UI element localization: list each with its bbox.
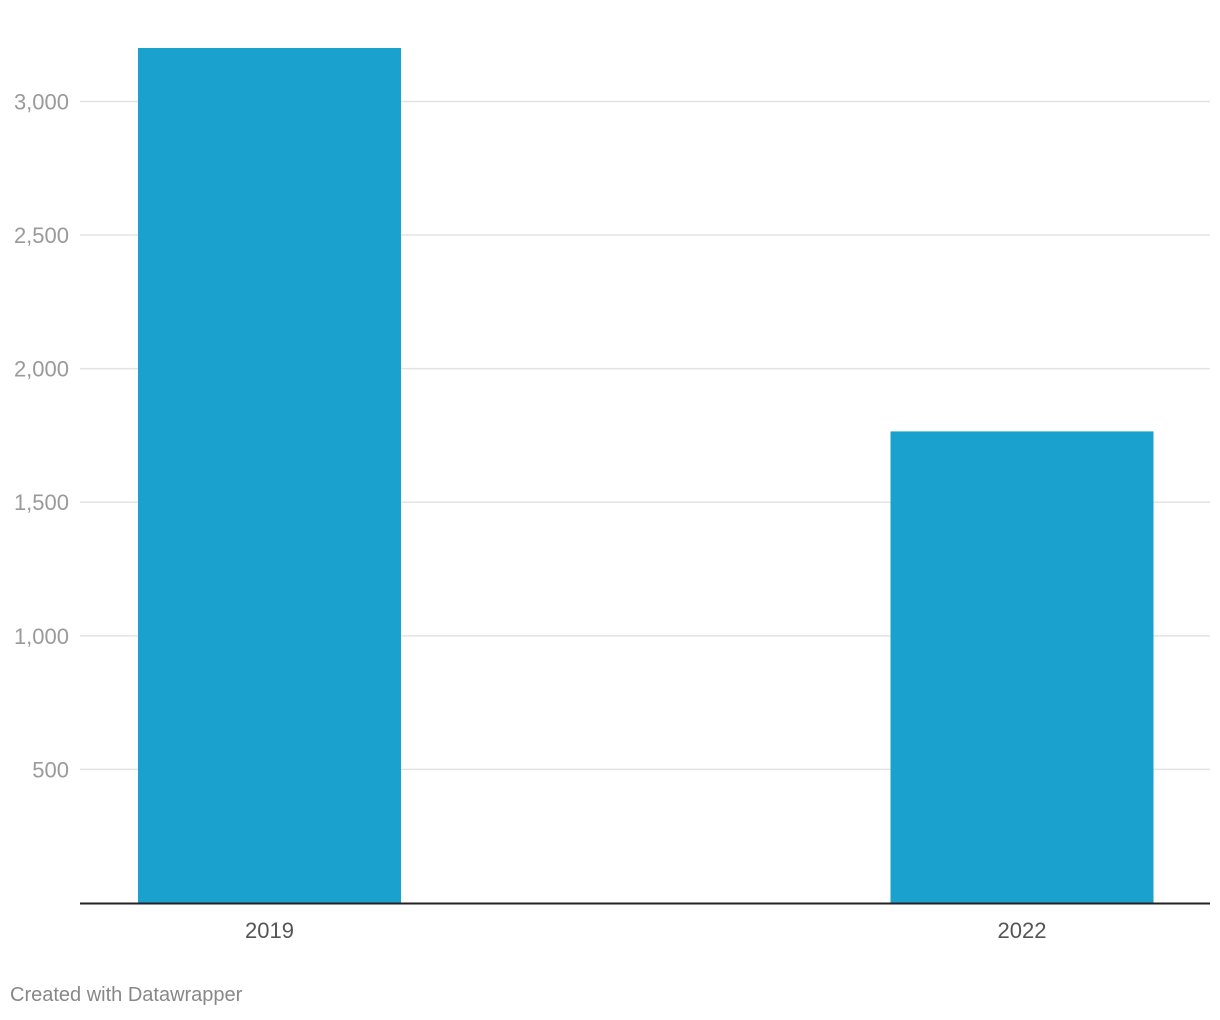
y-tick-label: 2,000 xyxy=(14,357,69,382)
bars xyxy=(138,48,1154,903)
y-tick-label: 1,000 xyxy=(14,624,69,649)
x-tick-label: 2019 xyxy=(245,918,294,943)
y-tick-label: 3,000 xyxy=(14,89,69,114)
bar-2019 xyxy=(138,48,401,903)
credit-text: Created with Datawrapper xyxy=(10,984,243,1006)
x-axis-ticks: 2019 2022 xyxy=(245,918,1046,943)
x-tick-label: 2022 xyxy=(998,918,1047,943)
y-tick-label: 500 xyxy=(32,757,69,782)
y-tick-label: 2,500 xyxy=(14,223,69,248)
y-axis-ticks: 500 1,000 1,500 2,000 2,500 3,000 xyxy=(14,89,69,782)
bar-2022 xyxy=(890,431,1154,903)
y-tick-label: 1,500 xyxy=(14,490,69,515)
